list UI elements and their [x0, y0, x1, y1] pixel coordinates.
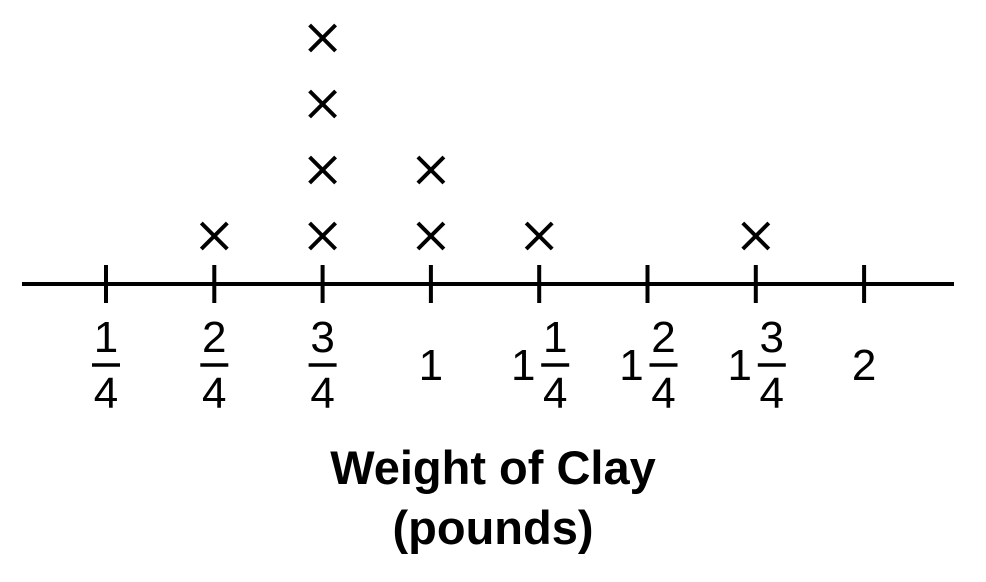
- tick-label-numerator: 1: [94, 313, 118, 362]
- x-mark-stroke: [199, 221, 229, 251]
- x-mark-stroke: [308, 89, 338, 119]
- x-axis-title-line-1: Weight of Clay: [330, 441, 656, 494]
- x-mark-stroke: [308, 221, 338, 251]
- tick-label-denominator: 4: [310, 369, 334, 418]
- data-point-x-mark: [308, 23, 338, 53]
- x-mark-stroke: [416, 155, 446, 185]
- tick-label-numerator: 2: [651, 313, 675, 362]
- tick-label-denominator: 4: [651, 369, 675, 418]
- tick-label-whole: 1: [511, 341, 535, 390]
- x-mark-stroke: [524, 221, 554, 251]
- tick-label-denominator: 4: [543, 369, 567, 418]
- x-mark-stroke: [416, 221, 446, 251]
- tick-label-whole: 1: [619, 341, 643, 390]
- data-point-x-mark: [199, 221, 229, 251]
- tick-label-whole: 1: [728, 341, 752, 390]
- x-mark-stroke: [308, 155, 338, 185]
- tick-label-numerator: 3: [760, 313, 784, 362]
- x-mark-stroke: [741, 221, 771, 251]
- data-point-x-mark: [741, 221, 771, 251]
- tick-label-numerator: 1: [543, 313, 567, 362]
- tick-label-denominator: 4: [94, 369, 118, 418]
- x-mark-stroke: [308, 23, 338, 53]
- x-axis-title-line-2: (pounds): [392, 501, 594, 554]
- data-point-x-mark: [308, 221, 338, 251]
- data-point-x-mark: [416, 155, 446, 185]
- data-point-x-mark: [524, 221, 554, 251]
- tick-label-numerator: 3: [310, 313, 334, 362]
- tick-label-denominator: 4: [760, 369, 784, 418]
- data-point-x-mark: [308, 89, 338, 119]
- tick-label-numerator: 2: [202, 313, 226, 362]
- data-point-x-mark: [308, 155, 338, 185]
- data-point-x-mark: [416, 221, 446, 251]
- tick-label-denominator: 4: [202, 369, 226, 418]
- tick-label-whole: 1: [419, 341, 443, 390]
- tick-label-whole: 2: [852, 341, 876, 390]
